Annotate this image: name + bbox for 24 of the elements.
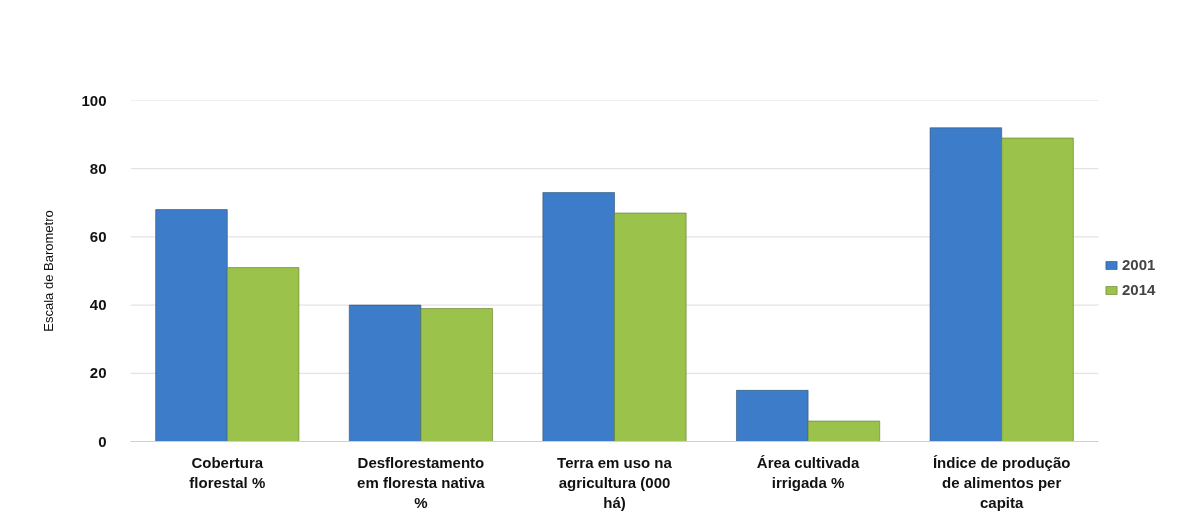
bar bbox=[227, 267, 300, 442]
bar bbox=[348, 304, 422, 442]
y-axis-title: Escala de Barometro bbox=[41, 210, 57, 332]
y-tick-label: 0 bbox=[98, 432, 107, 450]
x-tick-label: Desflorestamento em floresta nativa % bbox=[357, 453, 486, 512]
y-tick-label: 80 bbox=[89, 159, 107, 177]
bar bbox=[614, 212, 687, 442]
bar bbox=[807, 420, 881, 442]
bar bbox=[420, 308, 493, 442]
x-tick-label: Terra em uso na agricultura (000 há) bbox=[557, 453, 673, 512]
x-tick-label: Índice de produção de alimentos per capita bbox=[932, 453, 1071, 512]
bar bbox=[542, 192, 615, 442]
bar bbox=[736, 390, 809, 442]
x-tick-label: Cobertura florestal % bbox=[189, 453, 266, 491]
x-tick-label: Área cultivada irrigada % bbox=[756, 453, 861, 491]
y-tick-label: 100 bbox=[81, 91, 107, 109]
bar bbox=[1001, 137, 1074, 442]
bar bbox=[929, 127, 1002, 442]
y-tick-label: 60 bbox=[89, 227, 107, 245]
legend-label: 2001 bbox=[1122, 256, 1156, 273]
bar bbox=[155, 209, 228, 442]
y-tick-label: 20 bbox=[89, 364, 107, 382]
y-tick-label: 40 bbox=[89, 296, 107, 314]
legend-label: 2014 bbox=[1122, 281, 1156, 298]
